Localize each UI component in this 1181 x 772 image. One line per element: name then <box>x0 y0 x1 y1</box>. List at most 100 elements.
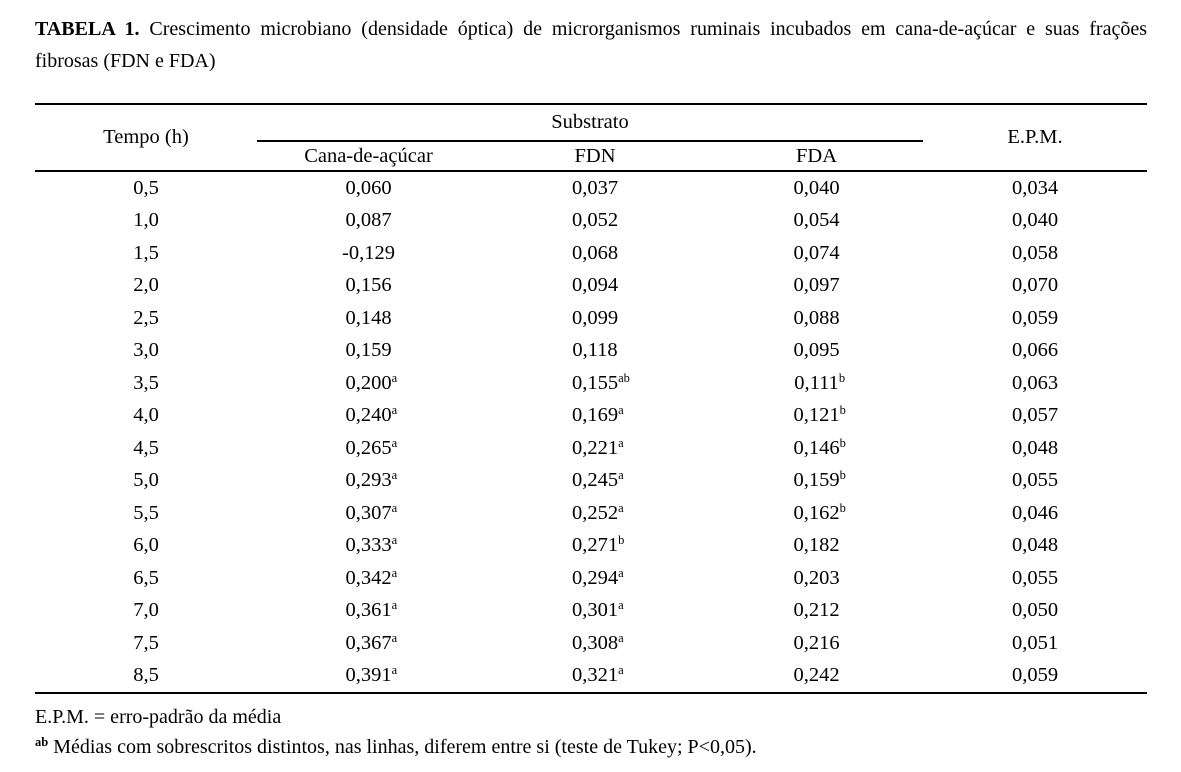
header-fdn: FDN <box>574 144 616 167</box>
cell-fda: 0,088 <box>710 302 923 335</box>
table-row: 5,0 0,293a 0,245a 0,159b 0,055 <box>35 465 1147 498</box>
cell-cana: 0,265a <box>345 435 398 459</box>
cell-tempo: 6,5 <box>35 562 257 595</box>
cell-value: 5,0 <box>133 469 159 492</box>
cell-fdn: 0,271b <box>571 533 625 557</box>
cell-epm: 0,050 <box>923 595 1147 628</box>
cell-epm: 0,070 <box>923 270 1147 303</box>
cell-value: -0,129 <box>342 241 395 264</box>
cell-value: 2,5 <box>133 306 159 329</box>
cell-value: 0,271 <box>571 534 619 557</box>
table-caption: TABELA 1. Crescimento microbiano (densid… <box>35 13 1147 77</box>
cell-value: 0,307 <box>345 501 392 524</box>
cell-fdn: 0,245a <box>571 468 624 492</box>
cell-fdn: 0,294a <box>571 565 624 589</box>
cell-value: 0,048 <box>1011 436 1059 459</box>
cell-epm: 0,063 <box>923 367 1147 400</box>
cell-tempo: 2,5 <box>35 302 257 335</box>
cell-value: 0,159 <box>345 339 392 362</box>
table-row: 5,5 0,307a 0,252a 0,162b 0,046 <box>35 497 1147 530</box>
cell-value: 7,0 <box>133 599 159 622</box>
table-row: 6,0 0,333a 0,271b 0,182 0,048 <box>35 530 1147 563</box>
cell-value: 0,058 <box>1011 241 1059 264</box>
cell-fda: 0,159b <box>793 468 846 492</box>
cell-value: 0,121 <box>793 404 840 427</box>
cell-fda: 0,097 <box>710 270 923 303</box>
cell-value: 0,308 <box>571 631 619 654</box>
cell-cana: 0,307a <box>345 500 398 524</box>
cell-value: 0,059 <box>1011 306 1059 329</box>
cell-fdn: 0,301a <box>571 598 624 622</box>
header-fda: FDA <box>796 144 838 167</box>
cell-epm: 0,058 <box>923 237 1147 270</box>
cell-cana: 0,148 <box>257 302 480 335</box>
cell-cana: 0,060 <box>257 171 480 205</box>
cell-value: 6,0 <box>133 534 159 557</box>
cell-cana: 0,391a <box>345 663 398 687</box>
cell-value: 0,212 <box>793 599 840 622</box>
cell-cana: 0,367a <box>345 630 398 654</box>
cell-tempo: 7,5 <box>35 627 257 660</box>
table-row: 3,5 0,200a 0,155ab 0,111b 0,063 <box>35 367 1147 400</box>
cell-fda: 0,111b <box>794 370 846 394</box>
table-row: 0,5 0,060 0,037 0,040 0,034 <box>35 171 1147 205</box>
cell-value: 0,048 <box>1011 534 1059 557</box>
header-epm: E.P.M. <box>1007 126 1063 148</box>
cell-tempo: 6,0 <box>35 530 257 563</box>
cell-fda: 0,054 <box>710 205 923 238</box>
table-row: 6,5 0,342a 0,294a 0,203 0,055 <box>35 562 1147 595</box>
cell-cana: 0,333a <box>345 533 398 557</box>
cell-fdn: 0,068 <box>480 237 710 270</box>
cell-value: 0,342 <box>345 566 392 589</box>
cell-value: 0,293 <box>345 469 392 492</box>
cell-tempo: 7,0 <box>35 595 257 628</box>
cell-value: 0,052 <box>571 209 619 232</box>
header-sub-row: Cana-de-açúcar FDN FDA <box>35 141 1148 171</box>
cell-epm: 0,051 <box>923 627 1147 660</box>
table-body: 0,5 0,060 0,037 0,040 0,034 1,0 0,087 0,052 0,05… <box>35 171 1147 693</box>
cell-fda: 0,216 <box>710 627 923 660</box>
cell-tempo: 5,0 <box>35 465 257 498</box>
footnote-tukey-marker: ab <box>35 735 49 749</box>
cell-value: 0,367 <box>345 631 392 654</box>
cell-tempo: 8,5 <box>35 660 257 694</box>
cell-fdn: 0,037 <box>480 171 710 205</box>
cell-cana: 0,361a <box>345 598 398 622</box>
cell-value: 0,5 <box>133 176 159 199</box>
cell-value: 4,5 <box>133 436 159 459</box>
cell-value: 8,5 <box>133 664 159 687</box>
cell-tempo: 1,0 <box>35 205 257 238</box>
table-row: 2,0 0,156 0,094 0,097 0,070 <box>35 270 1147 303</box>
cell-epm: 0,057 <box>923 400 1147 433</box>
cell-value: 0,094 <box>571 274 619 297</box>
cell-fdn: 0,118 <box>480 335 710 368</box>
cell-value: 0,333 <box>345 534 392 557</box>
table-caption-text: Crescimento microbiano (densidade óptica… <box>35 18 1148 72</box>
cell-value: 7,5 <box>133 631 159 654</box>
cell-value: 0,059 <box>1011 664 1059 687</box>
cell-fdn: 0,321a <box>571 663 624 687</box>
cell-value: 0,301 <box>571 599 619 622</box>
cell-value: 3,5 <box>133 371 159 394</box>
cell-fdn: 0,169a <box>571 403 624 427</box>
cell-fda: 0,146b <box>793 435 846 459</box>
cell-tempo: 3,0 <box>35 335 257 368</box>
cell-fdn: 0,155ab <box>571 370 630 394</box>
cell-value: 0,221 <box>571 436 619 459</box>
cell-value: 0,294 <box>571 566 619 589</box>
cell-value: 0,200 <box>345 371 392 394</box>
cell-fda: 0,203 <box>710 562 923 595</box>
table-header: Tempo (h) Substrato E.P.M. Cana-de-açúca… <box>35 104 1148 171</box>
cell-value: 0,111 <box>794 371 839 394</box>
cell-tempo: 2,0 <box>35 270 257 303</box>
cell-value: 0,068 <box>571 241 619 264</box>
footnotes: E.P.M. = erro-padrão da média ab Médias c… <box>35 702 1147 762</box>
cell-fdn: 0,052 <box>480 205 710 238</box>
cell-value: 1,0 <box>133 209 159 232</box>
data-table: Tempo (h) Substrato E.P.M. Cana-de-açúca… <box>35 103 1148 694</box>
cell-value: 0,046 <box>1011 501 1059 524</box>
cell-value: 0,066 <box>1011 339 1059 362</box>
cell-value: 6,5 <box>133 566 159 589</box>
cell-fda: 0,074 <box>710 237 923 270</box>
cell-cana: 0,159 <box>257 335 480 368</box>
